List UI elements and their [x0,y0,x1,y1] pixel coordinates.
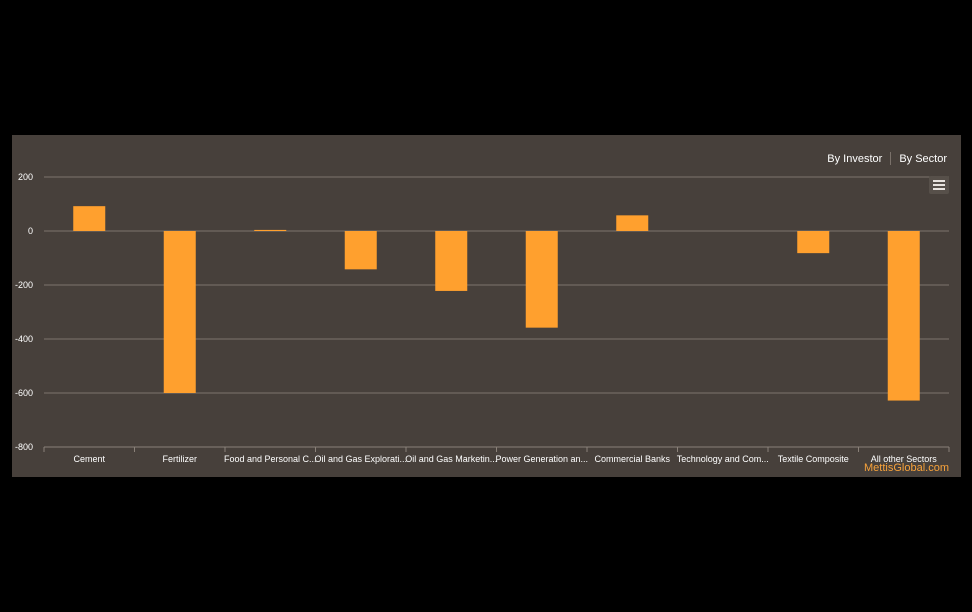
x-tick-label: Commercial Banks [594,454,670,464]
bar[interactable] [163,231,196,393]
y-tick-label: 0 [28,226,33,236]
bar[interactable] [344,231,377,270]
tab-by-sector[interactable]: By Sector [899,152,947,165]
x-tick-label: Power Generation an... [495,454,588,464]
bar[interactable] [254,229,287,231]
y-tick-label: -400 [15,334,33,344]
credit-link[interactable]: MettisGlobal.com [864,462,949,474]
view-tabs: By Investor By Sector [825,152,949,165]
bar[interactable] [73,206,106,231]
tab-by-investor[interactable]: By Investor [827,152,883,165]
bar[interactable] [616,215,649,231]
bar[interactable] [435,231,468,291]
hamburger-menu-icon[interactable] [929,176,949,194]
x-tick-label: Oil and Gas Marketin... [405,454,497,464]
x-tick-label: All other Sectors [871,454,938,464]
x-tick-label: Cement [73,454,105,464]
bar[interactable] [887,231,920,401]
tab-divider [890,152,892,165]
y-tick-label: -800 [15,442,33,452]
y-tick-label: 200 [18,172,33,182]
x-tick-label: Food and Personal C... [224,454,317,464]
y-tick-label: -200 [15,280,33,290]
bar[interactable] [797,231,830,254]
chart-panel: 200 0 -200 -400 -600 -800 Cement Fertilizer Food… [12,135,961,477]
y-tick-label: -600 [15,388,33,398]
x-tick-label: Technology and Com... [677,454,769,464]
x-tick-label: Oil and Gas Explorati... [314,454,407,464]
x-tick-label: Fertilizer [162,454,197,464]
x-tick-label: Textile Composite [778,454,849,464]
bar[interactable] [525,231,558,328]
bar-chart: 200 0 -200 -400 -600 -800 Cement Fertilizer Food… [15,172,950,464]
